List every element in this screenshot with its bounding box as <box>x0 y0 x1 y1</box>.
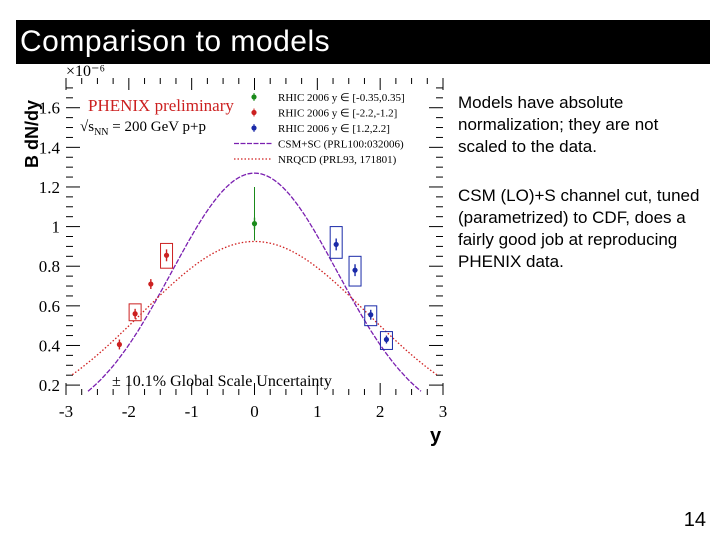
axis-exponent-label: ×10⁻⁶ <box>66 63 105 80</box>
page-number: 14 <box>683 509 706 531</box>
legend-entry-label: RHIC 2006 y ∈ [-2.2,-1.2] <box>278 108 397 120</box>
legend-entry-label: NRQCD (PRL93, 171801) <box>278 154 397 166</box>
note-normalization: Models have absolute normalization; they… <box>458 93 659 156</box>
y-tick-label: 1 <box>52 218 61 237</box>
x-tick-label: -2 <box>122 402 136 421</box>
y-tick-label: 1.4 <box>39 138 61 157</box>
systematic-box <box>364 305 378 327</box>
x-tick-label: -3 <box>59 402 73 421</box>
x-axis-label: y <box>430 425 442 447</box>
x-tick-label: 0 <box>250 402 259 421</box>
data-point <box>148 281 154 287</box>
y-tick-label: 0.8 <box>39 257 60 276</box>
y-tick-label: 0.4 <box>39 336 61 355</box>
systematic-box <box>128 303 142 322</box>
energy-label: √sNN = 200 GeV p+p <box>80 119 206 138</box>
model-curve-nrqcd <box>71 240 438 376</box>
y-tick-label: 0.2 <box>39 376 60 395</box>
data-point <box>333 241 339 248</box>
systematic-box <box>379 331 393 350</box>
scale-uncertainty-label: ± 10.1% Global Scale Uncertainty <box>112 373 332 390</box>
legend-entry-label: RHIC 2006 y ∈ [1.2,2.2] <box>278 123 390 135</box>
legend-entry-label: RHIC 2006 y ∈ [-0.35,0.35] <box>278 92 405 104</box>
x-tick-label: 1 <box>313 402 322 421</box>
title-bar: Comparison to models <box>16 20 710 64</box>
y-tick-label: 1.2 <box>39 178 60 197</box>
data-point <box>132 311 138 317</box>
legend-entry-label: CSM+SC (PRL100:032006) <box>278 139 404 151</box>
data-point <box>116 341 123 348</box>
y-tick-label: 0.6 <box>39 297 60 316</box>
systematic-box <box>329 226 343 259</box>
systematic-box <box>348 255 362 287</box>
preliminary-label: PHENIX preliminary <box>88 96 234 115</box>
data-point <box>383 336 390 343</box>
data-point <box>251 221 258 227</box>
slide-title: Comparison to models <box>20 25 331 58</box>
data-point <box>368 312 374 318</box>
x-tick-label: 3 <box>439 402 448 421</box>
x-tick-label: -1 <box>185 402 199 421</box>
y-axis-label: B dN/dy <box>22 99 42 168</box>
note-csm: CSM (LO)+S channel cut, tuned (parametri… <box>458 186 700 271</box>
y-tick-label: 1.6 <box>39 99 60 118</box>
model-curve-csm <box>87 172 422 392</box>
x-tick-label: 2 <box>376 402 385 421</box>
data-point <box>352 267 358 273</box>
systematic-box <box>160 242 174 269</box>
data-point <box>163 252 170 258</box>
